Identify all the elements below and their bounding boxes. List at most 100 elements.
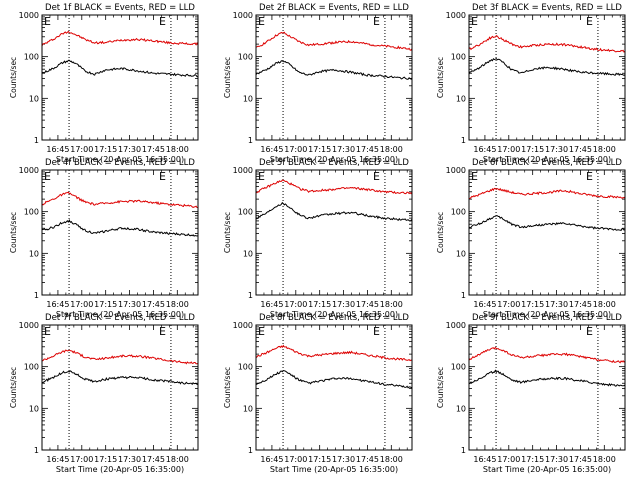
x-tick-label: 18:00 xyxy=(166,300,189,309)
x-axis-label: Start Time (20-Apr-05 16:35:00) xyxy=(270,465,398,474)
series-lld-line xyxy=(41,191,199,209)
x-axis-label: Start Time (20-Apr-05 16:35:00) xyxy=(483,465,611,474)
y-tick-label: 1000 xyxy=(19,166,39,175)
plot-frame xyxy=(468,14,626,141)
series-events-line xyxy=(468,215,626,231)
x-tick-label: 17:45 xyxy=(142,145,165,154)
x-tick-label: 17:30 xyxy=(332,300,355,309)
x-axis-label: Start Time (20-Apr-05 16:35:00) xyxy=(56,465,184,474)
x-tick-label: 17:45 xyxy=(569,145,592,154)
x-tick-label: 18:00 xyxy=(593,145,616,154)
x-axis-label: Start Time (20-Apr-05 16:35:00) xyxy=(270,155,398,164)
x-tick-label: 16:45 xyxy=(473,455,496,464)
x-tick-label: 17:15 xyxy=(308,455,331,464)
y-axis-label: Counts/sec xyxy=(9,57,18,98)
y-axis-label: Counts/sec xyxy=(9,212,18,253)
plot-frame xyxy=(41,14,199,141)
y-tick-label: 1000 xyxy=(233,321,253,330)
x-tick-label: 17:30 xyxy=(118,300,141,309)
x-tick-label: 17:15 xyxy=(308,145,331,154)
x-tick-label: 17:30 xyxy=(545,455,568,464)
series-events-line xyxy=(255,370,413,389)
plot-frame xyxy=(255,169,413,296)
y-axis-label: Counts/sec xyxy=(223,57,232,98)
x-tick-label: 17:00 xyxy=(70,300,93,309)
y-axis-label: Counts/sec xyxy=(9,367,18,408)
panel-det-4: Det 4f BLACK = Events, RED = LLD 1 10 100 10… xyxy=(9,158,199,319)
y-tick-label: 10 xyxy=(243,404,253,413)
x-tick-label: 16:45 xyxy=(260,145,283,154)
event-marker: E xyxy=(44,15,51,28)
y-tick-label: 10 xyxy=(243,249,253,258)
x-tick-label: 17:30 xyxy=(332,145,355,154)
x-tick-label: 18:00 xyxy=(380,145,403,154)
x-tick-label: 17:45 xyxy=(142,455,165,464)
series-events-line xyxy=(468,57,626,77)
y-tick-label: 100 xyxy=(451,208,466,217)
panel-det-9: Det 9f BLACK = Events, RED = LLD 1 10 100 10… xyxy=(436,313,626,474)
panel-det-6: Det 6f BLACK = Events, RED = LLD 1 10 100 10… xyxy=(436,158,626,319)
y-tick-label: 100 xyxy=(24,363,39,372)
series-events-line xyxy=(41,59,199,78)
panel-det-2: Det 2f BLACK = Events, RED = LLD 1 10 100 10… xyxy=(223,3,413,164)
panel-det-3: Det 3f BLACK = Events, RED = LLD 1 10 100 10… xyxy=(436,3,626,164)
x-tick-label: 18:00 xyxy=(380,300,403,309)
series-events-line xyxy=(255,201,413,222)
y-tick-label: 100 xyxy=(238,208,253,217)
x-tick-label: 17:45 xyxy=(356,300,379,309)
x-tick-label: 17:30 xyxy=(118,145,141,154)
series-events-line xyxy=(41,218,199,237)
panel-det-1: Det 1f BLACK = Events, RED = LLD 1 10 100 10… xyxy=(9,3,199,164)
event-marker: E xyxy=(586,325,593,338)
y-tick-label: 10 xyxy=(456,249,466,258)
plot-frame xyxy=(468,169,626,296)
y-tick-label: 10 xyxy=(456,404,466,413)
x-tick-label: 17:30 xyxy=(332,455,355,464)
y-tick-label: 100 xyxy=(24,208,39,217)
y-tick-label: 1 xyxy=(34,136,39,145)
panel-title: Det 3f BLACK = Events, RED = LLD xyxy=(472,3,622,13)
x-tick-label: 17:00 xyxy=(497,145,520,154)
panel-det-8: Det 8f BLACK = Events, RED = LLD 1 10 100 10… xyxy=(223,313,413,474)
event-marker: E xyxy=(373,325,380,338)
x-tick-label: 17:15 xyxy=(308,300,331,309)
y-tick-label: 100 xyxy=(238,363,253,372)
y-tick-label: 1 xyxy=(461,136,466,145)
plot-frame xyxy=(255,324,413,451)
x-tick-label: 17:15 xyxy=(521,300,544,309)
y-tick-label: 1 xyxy=(248,136,253,145)
y-tick-label: 1 xyxy=(248,446,253,455)
x-tick-label: 17:45 xyxy=(356,455,379,464)
y-axis-label: Counts/sec xyxy=(436,367,445,408)
y-tick-label: 1000 xyxy=(446,11,466,20)
panel-title: Det 5f BLACK = Events, RED = LLD xyxy=(259,158,409,168)
x-axis-label: Start Time (20-Apr-05 16:35:00) xyxy=(483,310,611,319)
y-axis-label: Counts/sec xyxy=(436,212,445,253)
x-axis-label: Start Time (20-Apr-05 16:35:00) xyxy=(483,155,611,164)
x-tick-label: 17:00 xyxy=(284,455,307,464)
series-lld-line xyxy=(41,349,199,365)
x-tick-label: 17:15 xyxy=(94,455,117,464)
event-marker: E xyxy=(258,170,265,183)
y-axis-label: Counts/sec xyxy=(436,57,445,98)
plot-frame xyxy=(41,324,199,451)
y-tick-label: 10 xyxy=(29,249,39,258)
panel-title: Det 7f BLACK = Events, RED = LLD xyxy=(45,313,195,323)
y-tick-label: 100 xyxy=(238,53,253,62)
y-tick-label: 1 xyxy=(461,291,466,300)
panel-title: Det 9f BLACK = Events, RED = LLD xyxy=(472,313,622,323)
x-tick-label: 16:45 xyxy=(46,300,69,309)
event-marker: E xyxy=(159,15,166,28)
y-tick-label: 10 xyxy=(456,94,466,103)
x-tick-label: 16:45 xyxy=(473,300,496,309)
event-marker: E xyxy=(471,170,478,183)
event-marker: E xyxy=(373,15,380,28)
x-tick-label: 16:45 xyxy=(473,145,496,154)
x-tick-label: 17:15 xyxy=(94,300,117,309)
panel-title: Det 2f BLACK = Events, RED = LLD xyxy=(259,3,409,13)
series-lld-line xyxy=(255,179,413,195)
x-tick-label: 17:15 xyxy=(521,145,544,154)
event-marker: E xyxy=(44,170,51,183)
y-tick-label: 10 xyxy=(29,404,39,413)
